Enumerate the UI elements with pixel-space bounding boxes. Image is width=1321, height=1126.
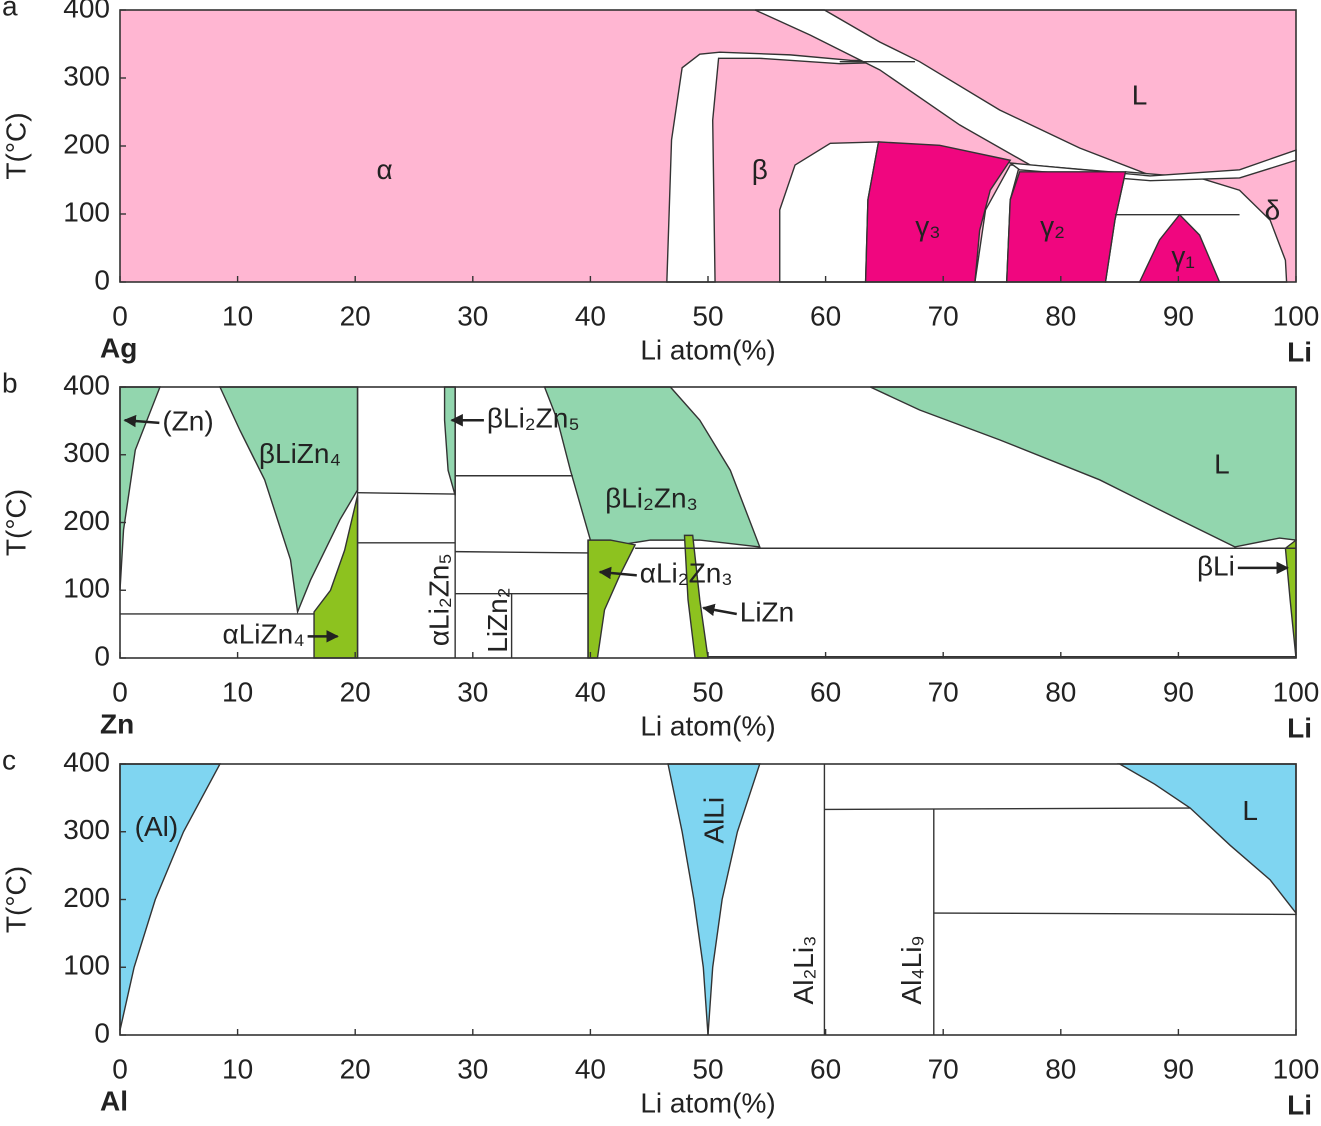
- x-tick-label: 0: [112, 676, 128, 707]
- x-tick-label: 90: [1163, 676, 1194, 707]
- right-component: Li: [1287, 712, 1312, 743]
- left-component: Al: [100, 1085, 128, 1116]
- right-component: Li: [1287, 336, 1312, 367]
- x-tick-label: 20: [340, 1053, 371, 1084]
- phase-boundary: [933, 912, 1297, 916]
- x-tick-label: 80: [1045, 1053, 1076, 1084]
- phase-label: αLi₂Zn₅: [423, 553, 454, 646]
- label-arrow: [702, 603, 737, 617]
- panel-label: a: [2, 0, 18, 21]
- panel-label: b: [2, 367, 18, 398]
- phase-label: α: [377, 154, 393, 185]
- x-tick-label: 40: [575, 676, 606, 707]
- x-tick-label: 90: [1163, 300, 1194, 331]
- y-axis-label: T(°C): [0, 112, 31, 179]
- phase-label: β: [752, 154, 768, 185]
- x-tick-label: 40: [575, 1053, 606, 1084]
- x-tick-label: 70: [928, 300, 959, 331]
- x-tick-label: 40: [575, 300, 606, 331]
- phase-label: Al₄Li₉: [896, 935, 927, 1004]
- phase-label: (Al): [135, 811, 179, 842]
- y-tick-label: 0: [94, 1017, 110, 1048]
- phase-region: [754, 9, 1151, 176]
- phase-label: L: [1132, 79, 1148, 110]
- y-tick-label: 0: [94, 264, 110, 295]
- y-axis-label: T(°C): [0, 489, 31, 556]
- phase-label: LiZn: [740, 596, 794, 627]
- phase-label: βLiZn₄: [259, 438, 341, 469]
- phase-region: [864, 141, 1012, 283]
- x-tick-label: 80: [1045, 676, 1076, 707]
- x-tick-label: 70: [928, 1053, 959, 1084]
- y-tick-label: 400: [63, 369, 110, 400]
- phase-label: αLiZn₄: [223, 619, 305, 650]
- y-tick-label: 200: [63, 128, 110, 159]
- phase-label: LiZn₂: [482, 587, 513, 652]
- phase-label: γ₃: [915, 211, 940, 242]
- x-tick-label: 100: [1273, 676, 1320, 707]
- x-tick-label: 0: [112, 300, 128, 331]
- phase-boundary: [455, 550, 589, 554]
- label-arrow: [123, 414, 160, 428]
- y-tick-label: 300: [63, 60, 110, 91]
- y-tick-label: 300: [63, 814, 110, 845]
- x-axis-label: Li atom(%): [640, 334, 775, 365]
- phase-label: βLi: [1197, 550, 1235, 581]
- y-tick-label: 400: [63, 0, 110, 23]
- phase-boundary: [824, 807, 1191, 811]
- x-tick-label: 60: [810, 1053, 841, 1084]
- phase-label: AlLi: [699, 797, 730, 844]
- phase-label: L: [1242, 795, 1258, 826]
- y-tick-label: 200: [63, 505, 110, 536]
- phase-region: [543, 386, 761, 548]
- phase-label: γ₁: [1171, 241, 1194, 272]
- x-tick-label: 60: [810, 676, 841, 707]
- y-tick-label: 400: [63, 746, 110, 777]
- phase-label: βLi₂Zn₅: [487, 403, 580, 434]
- right-component: Li: [1287, 1089, 1312, 1120]
- x-tick-label: 20: [340, 300, 371, 331]
- x-axis-label: Li atom(%): [640, 710, 775, 741]
- panel-label: c: [2, 744, 16, 775]
- phase-boundary: [357, 491, 456, 495]
- x-tick-label: 30: [457, 300, 488, 331]
- left-component: Ag: [100, 332, 137, 363]
- x-tick-label: 0: [112, 1053, 128, 1084]
- x-tick-label: 100: [1273, 300, 1320, 331]
- phase-label: γ₂: [1040, 211, 1065, 242]
- y-axis-label: T(°C): [0, 866, 31, 933]
- x-tick-label: 60: [810, 300, 841, 331]
- x-tick-label: 50: [692, 676, 723, 707]
- y-tick-label: 300: [63, 437, 110, 468]
- phase-label: αLi₂Zn₃: [640, 558, 733, 589]
- x-tick-label: 20: [340, 676, 371, 707]
- x-tick-label: 50: [692, 1053, 723, 1084]
- phase-label: (Zn): [162, 405, 213, 436]
- y-tick-label: 0: [94, 640, 110, 671]
- label-arrow: [598, 566, 637, 580]
- x-tick-label: 80: [1045, 300, 1076, 331]
- x-tick-label: 90: [1163, 1053, 1194, 1084]
- x-tick-label: 30: [457, 676, 488, 707]
- x-tick-label: 100: [1273, 1053, 1320, 1084]
- y-tick-label: 100: [63, 573, 110, 604]
- y-tick-label: 100: [63, 950, 110, 981]
- x-tick-label: 30: [457, 1053, 488, 1084]
- phase-label: βLi₂Zn₃: [605, 483, 698, 514]
- phase-region: [1005, 171, 1127, 283]
- phase-label: δ: [1265, 194, 1281, 225]
- y-tick-label: 100: [63, 196, 110, 227]
- x-tick-label: 10: [222, 676, 253, 707]
- y-tick-label: 200: [63, 882, 110, 913]
- left-component: Zn: [100, 708, 134, 739]
- x-tick-label: 70: [928, 676, 959, 707]
- x-axis-label: Li atom(%): [640, 1087, 775, 1118]
- x-tick-label: 10: [222, 300, 253, 331]
- phase-region: [667, 763, 761, 1036]
- phase-label: L: [1214, 449, 1230, 480]
- x-tick-label: 10: [222, 1053, 253, 1084]
- x-tick-label: 50: [692, 300, 723, 331]
- phase-label: Al₂Li₃: [788, 935, 819, 1004]
